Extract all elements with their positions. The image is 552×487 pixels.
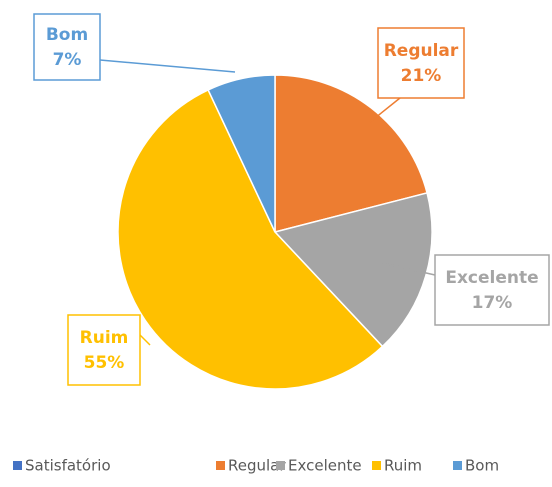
- data-label-name: Ruim: [80, 328, 129, 348]
- data-label: 7%: [53, 50, 82, 70]
- legend-label: Regular: [228, 457, 286, 475]
- leader-line: [369, 97, 401, 123]
- legend-label: Excelente: [288, 457, 362, 475]
- legend-swatch: [13, 461, 22, 470]
- data-label-name: Bom: [46, 25, 88, 45]
- data-label-name: Excelente: [445, 268, 538, 288]
- label-box: [33, 13, 101, 81]
- leader-line: [99, 59, 236, 73]
- legend-swatch: [276, 461, 285, 470]
- data-label: 17%: [472, 293, 513, 313]
- legend-swatch: [453, 461, 462, 470]
- data-label-name: Regular: [384, 41, 459, 61]
- leader-line: [377, 261, 436, 276]
- label-box: [377, 27, 465, 99]
- legend-swatch: [216, 461, 225, 470]
- legend-label: Ruim: [384, 457, 422, 475]
- data-label: 55%: [84, 353, 125, 373]
- leader-line: [139, 334, 151, 346]
- label-box: [67, 314, 141, 386]
- pie-slice: [207, 74, 276, 233]
- label-box: [434, 254, 550, 326]
- legend-label: Bom: [465, 457, 499, 475]
- data-label: 21%: [401, 66, 442, 86]
- legend-swatch: [372, 461, 381, 470]
- pie-slice: [117, 88, 384, 390]
- legend-label: Satisfatório: [25, 457, 111, 475]
- pie-slice: [273, 192, 433, 348]
- pie-slice: [274, 74, 428, 233]
